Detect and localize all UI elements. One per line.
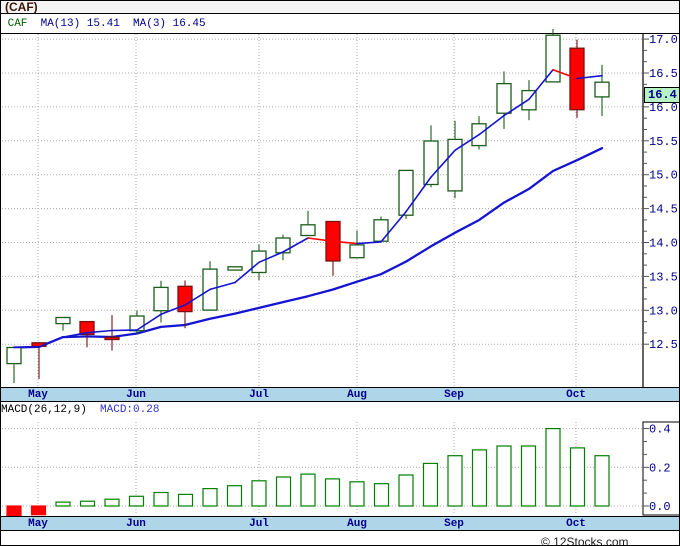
svg-text:0.4: 0.4 — [649, 423, 671, 437]
svg-text:0.2: 0.2 — [649, 461, 671, 475]
svg-text:0.0: 0.0 — [649, 500, 671, 514]
